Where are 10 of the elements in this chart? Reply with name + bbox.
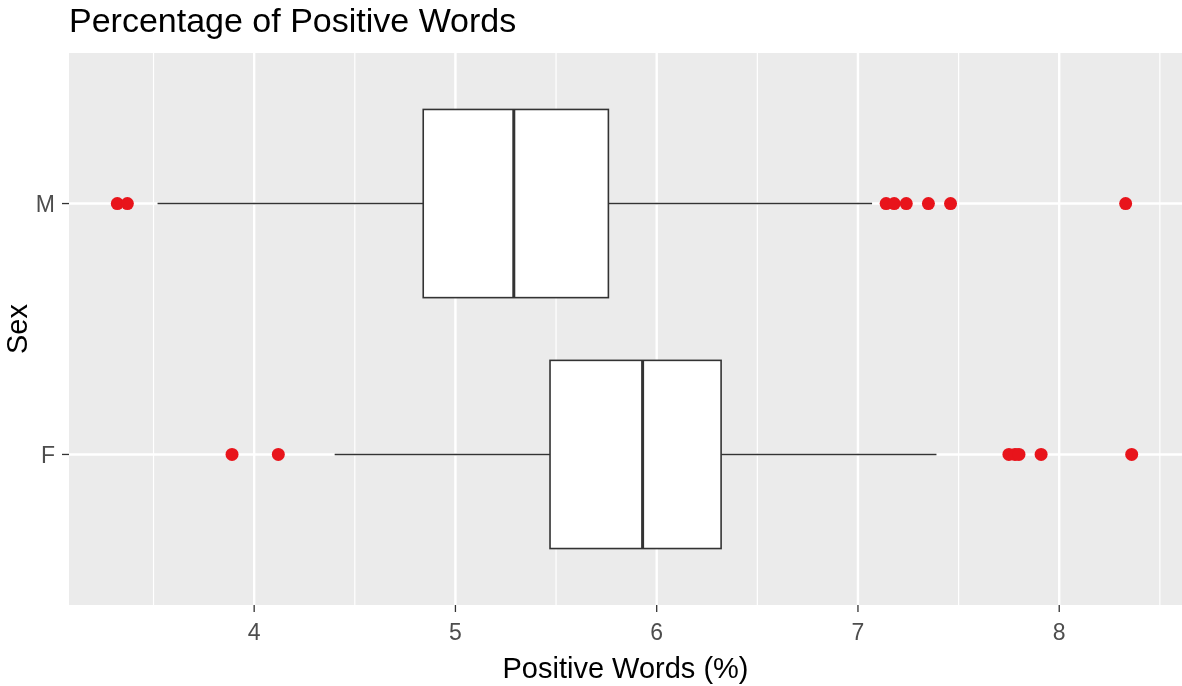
- x-tick-label: 4: [247, 619, 261, 645]
- x-tick-label: 5: [449, 619, 462, 645]
- x-tick-label: 7: [851, 619, 865, 645]
- y-tick-label: F: [40, 441, 55, 468]
- x-tick-label: 8: [1052, 619, 1066, 645]
- y-axis-title: Sex: [1, 303, 33, 354]
- y-tick-label: M: [35, 190, 55, 217]
- x-tick-label: 6: [650, 619, 664, 645]
- x-axis-title: Positive Words (%): [502, 652, 749, 684]
- chart-title: Percentage of Positive Words: [69, 1, 517, 39]
